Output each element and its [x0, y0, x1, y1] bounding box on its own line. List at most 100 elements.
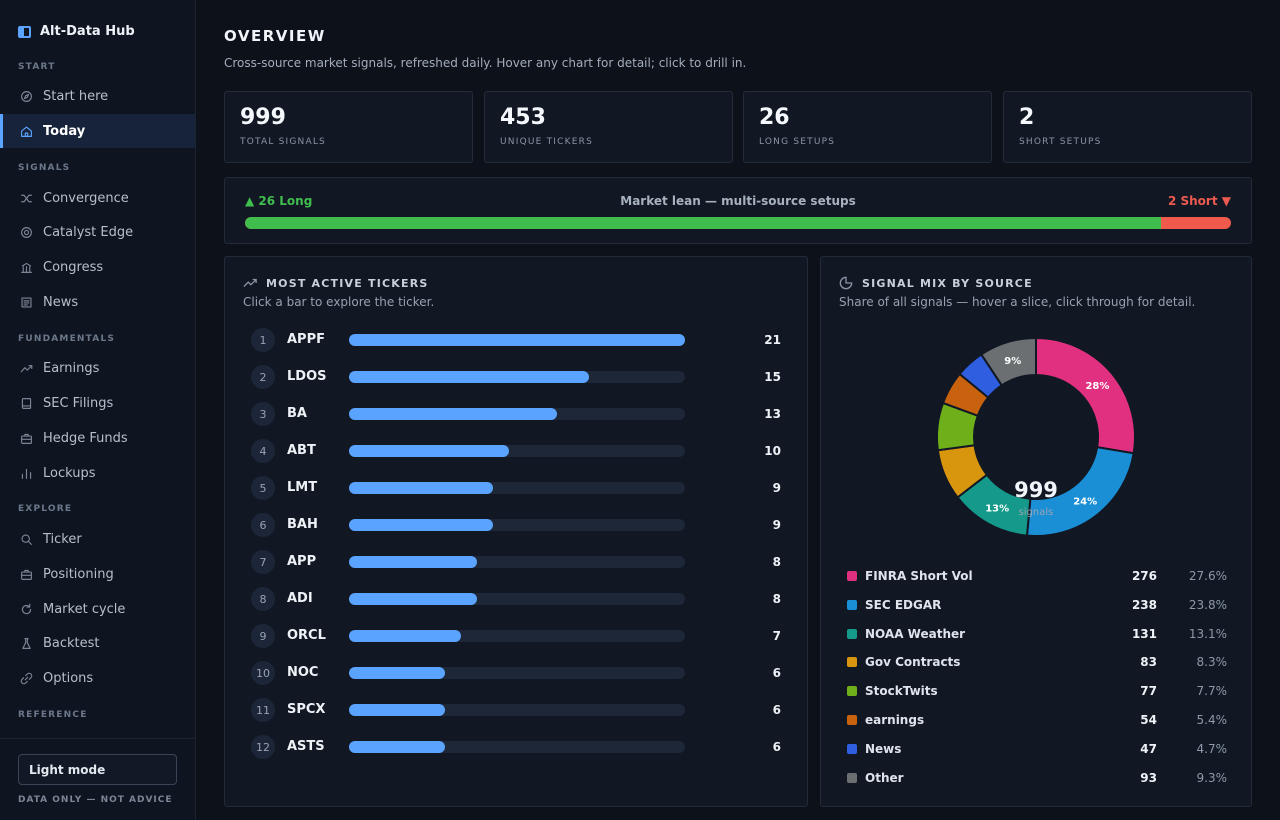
light-mode-button[interactable]: Light mode — [18, 754, 177, 785]
ticker-bar-row[interactable]: 2 LDOS 15 — [251, 364, 781, 390]
kpi-value: 999 — [240, 105, 286, 130]
bar-fill[interactable] — [349, 334, 685, 346]
book-icon — [20, 397, 33, 410]
legend-percent: 27.6% — [1188, 569, 1227, 583]
kpi-label: UNIQUE TICKERS — [500, 137, 593, 147]
legend-item[interactable]: News 47 4.7% — [847, 740, 1227, 760]
bar-fill[interactable] — [349, 556, 477, 568]
signal-mix-panel: SIGNAL MIX BY SOURCE Share of all signal… — [820, 256, 1252, 807]
kpi-long-setups[interactable]: 26 LONG SETUPS — [743, 91, 992, 163]
rank-badge: 12 — [251, 735, 275, 759]
sidebar-item-hedge-funds[interactable]: Hedge Funds — [0, 421, 195, 455]
ticker-bar-row[interactable]: 9 ORCL 7 — [251, 623, 781, 649]
market-lean-title: Market lean — multi-source setups — [620, 194, 856, 208]
legend-item[interactable]: StockTwits 77 7.7% — [847, 682, 1227, 702]
legend-swatch — [847, 715, 857, 725]
legend-item[interactable]: Other 93 9.3% — [847, 769, 1227, 789]
bar-fill[interactable] — [349, 445, 509, 457]
bar-fill[interactable] — [349, 741, 445, 753]
sidebar-item-label: Lockups — [43, 465, 96, 481]
kpi-label: SHORT SETUPS — [1019, 137, 1102, 147]
sidebar-item-market-cycle[interactable]: Market cycle — [0, 592, 195, 626]
bar-fill[interactable] — [349, 482, 493, 494]
ticker-bar-row[interactable]: 3 BA 13 — [251, 401, 781, 427]
sidebar-item-options[interactable]: Options — [0, 661, 195, 695]
donut-slice-other[interactable] — [979, 336, 1037, 387]
sidebar-item-label: News — [43, 294, 79, 310]
ticker-bar-row[interactable]: 1 APPF 21 — [251, 327, 781, 353]
nav-section-label: REFERENCE — [18, 710, 88, 720]
sidebar-item-ticker[interactable]: Ticker — [0, 522, 195, 556]
ticker-bar-row[interactable]: 8 ADI 8 — [251, 586, 781, 612]
legend-count: 238 — [1131, 597, 1157, 612]
legend-count: 47 — [1140, 741, 1157, 756]
legend-item[interactable]: SEC EDGAR 238 23.8% — [847, 596, 1227, 616]
sidebar-item-congress[interactable]: Congress — [0, 250, 195, 284]
ticker-bar-row[interactable]: 4 ABT 10 — [251, 438, 781, 464]
disclaimer: DATA ONLY — NOT ADVICE — [18, 795, 173, 805]
bar-fill[interactable] — [349, 593, 477, 605]
sidebar-item-earnings[interactable]: Earnings — [0, 351, 195, 385]
ticker-label: ADI — [287, 591, 313, 606]
ticker-count: 10 — [764, 444, 781, 458]
legend-swatch — [847, 686, 857, 697]
signal-mix-donut: 28% 24% 13% 9% 999 signals — [936, 336, 1136, 537]
legend-percent: 9.3% — [1196, 770, 1228, 785]
sidebar-item-start-here[interactable]: Start here — [0, 79, 195, 113]
kpi-total-signals[interactable]: 999 TOTAL SIGNALS — [224, 91, 473, 163]
sidebar-item-catalyst-edge[interactable]: Catalyst Edge — [0, 215, 195, 249]
bar-fill[interactable] — [349, 704, 445, 716]
bar-fill[interactable] — [349, 667, 445, 679]
sidebar-item-backtest[interactable]: Backtest — [0, 626, 195, 660]
bar-fill[interactable] — [349, 630, 461, 642]
donut-slice-label: 24% — [1073, 497, 1097, 508]
legend-swatch — [847, 599, 857, 610]
bar-fill[interactable] — [349, 371, 589, 383]
sidebar-item-lockups[interactable]: Lockups — [0, 456, 195, 490]
ticker-label: ABT — [287, 443, 316, 458]
donut-slice-finra-short-vol[interactable] — [1035, 336, 1136, 455]
donut-slice-label: 28% — [1085, 381, 1109, 392]
market-lean-long-fill — [245, 217, 1161, 229]
signal-mix-title-text: SIGNAL MIX BY SOURCE — [862, 276, 1033, 290]
legend-count: 276 — [1131, 569, 1157, 583]
sidebar-item-sec-filings[interactable]: SEC Filings — [0, 386, 195, 420]
ticker-bar-row[interactable]: 11 SPCX 6 — [251, 697, 781, 723]
sidebar-item-today[interactable]: Today — [0, 114, 195, 148]
ticker-count: 8 — [772, 555, 781, 569]
sidebar-item-label: Convergence — [43, 190, 129, 206]
bar-fill[interactable] — [349, 408, 557, 420]
legend-name: Other — [865, 770, 904, 785]
sidebar-item-convergence[interactable]: Convergence — [0, 181, 195, 215]
sidebar-item-label: Ticker — [43, 531, 82, 547]
ticker-bar-row[interactable]: 10 NOC 6 — [251, 660, 781, 686]
ticker-bar-row[interactable]: 12 ASTS 6 — [251, 734, 781, 760]
ticker-bar-row[interactable]: 5 LMT 9 — [251, 475, 781, 501]
donut-center-label: signals — [1019, 507, 1054, 518]
legend-swatch — [847, 571, 857, 581]
legend-item[interactable]: earnings 54 5.4% — [847, 711, 1227, 731]
legend-percent: 13.1% — [1188, 626, 1227, 641]
legend-item[interactable]: FINRA Short Vol 276 27.6% — [847, 567, 1227, 587]
bar-track — [349, 556, 685, 568]
legend-item[interactable]: NOAA Weather 131 13.1% — [847, 625, 1227, 645]
kpi-short-setups[interactable]: 2 SHORT SETUPS — [1003, 91, 1252, 163]
legend-name: Gov Contracts — [865, 655, 961, 670]
legend-count: 77 — [1140, 684, 1157, 699]
sidebar-item-positioning[interactable]: Positioning — [0, 557, 195, 591]
ticker-count: 7 — [772, 629, 781, 643]
ticker-bar-row[interactable]: 6 BAH 9 — [251, 512, 781, 538]
kpi-unique-tickers[interactable]: 453 UNIQUE TICKERS — [484, 91, 733, 163]
bar-track — [349, 519, 685, 531]
bar-fill[interactable] — [349, 519, 493, 531]
sidebar-item-news[interactable]: News — [0, 285, 195, 319]
market-lean-bar[interactable] — [245, 217, 1231, 229]
ticker-bar-row[interactable]: 7 APP 8 — [251, 549, 781, 575]
sidebar-item-label: Congress — [43, 259, 104, 275]
legend-item[interactable]: Gov Contracts 83 8.3% — [847, 653, 1227, 673]
legend-count: 83 — [1140, 655, 1157, 670]
ticker-count: 15 — [764, 370, 781, 384]
brand[interactable]: Alt-Data Hub — [18, 24, 135, 39]
sidebar-item-label: Backtest — [43, 635, 100, 651]
ticker-count: 21 — [764, 333, 781, 347]
